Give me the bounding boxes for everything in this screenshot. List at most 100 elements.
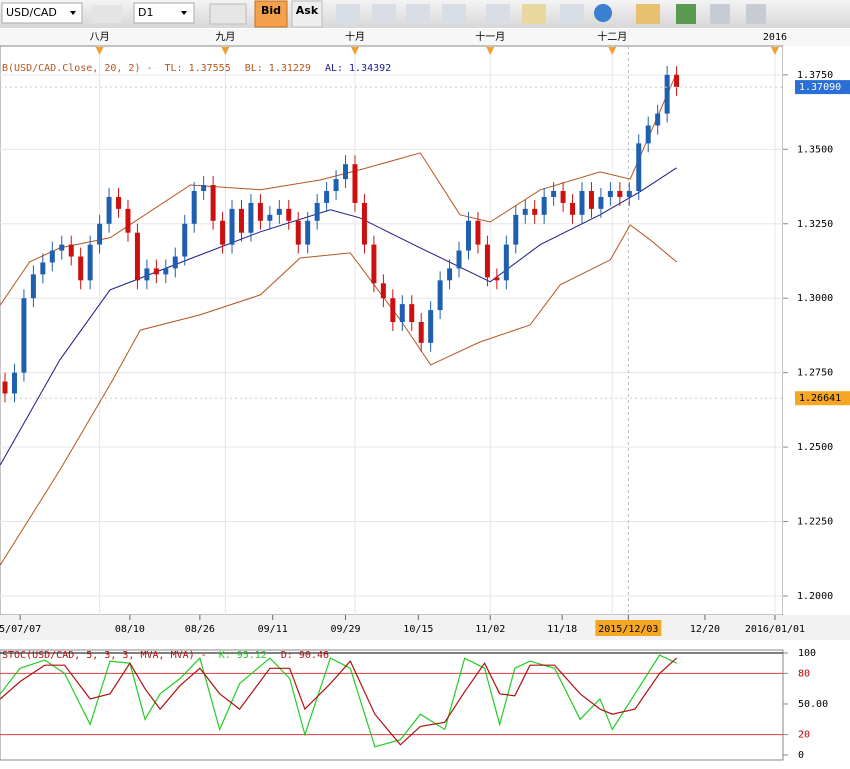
y-tick-label: 1.3750	[797, 70, 833, 81]
candle-body	[229, 208, 235, 245]
candle-body	[617, 191, 623, 197]
candle-body	[361, 202, 367, 245]
bid-button[interactable]	[254, 0, 288, 28]
candle-body	[636, 143, 642, 192]
price-tag	[795, 391, 850, 406]
candle-body	[116, 196, 122, 209]
candle-body	[437, 280, 443, 311]
month-label: 九月	[215, 31, 235, 43]
candle-body	[238, 208, 244, 233]
candle-body	[513, 214, 519, 245]
candle-body	[456, 250, 462, 269]
month-label: 2016	[763, 32, 787, 43]
legend-value: 1.37555	[189, 63, 231, 74]
month-label: 十月	[345, 30, 365, 43]
month-marker	[350, 47, 359, 55]
dropdown-arrow	[181, 11, 187, 15]
candle-body	[655, 113, 661, 126]
x-tick-label: 09/29	[330, 624, 360, 635]
candle-body	[106, 196, 112, 224]
ask-button[interactable]	[291, 0, 323, 28]
candle-body	[324, 191, 330, 203]
candle-body	[49, 250, 55, 263]
month-marker	[221, 47, 230, 55]
candle-body	[305, 220, 311, 245]
dropdown-arrow	[70, 11, 76, 15]
link-icon[interactable]	[92, 5, 122, 23]
legend-name: BL:	[245, 63, 263, 74]
month-marker	[770, 47, 779, 55]
candle-body	[494, 277, 500, 281]
candle-body	[97, 223, 103, 245]
candle-body	[21, 298, 27, 373]
candle-body	[674, 74, 680, 88]
candle-body	[598, 196, 604, 209]
candle-body	[399, 304, 405, 323]
x-tick-label: 2015/12/03	[598, 624, 658, 635]
candle-body	[626, 191, 632, 197]
globe-button[interactable]	[594, 4, 612, 22]
candle-body	[144, 268, 150, 281]
candle-body	[588, 191, 594, 209]
x-tick-label: 12/20	[690, 624, 720, 635]
legend-value: 95.12	[237, 650, 267, 661]
candle-body	[664, 74, 670, 114]
tool-button[interactable]	[336, 4, 360, 24]
x-tick-label: 2016/01/01	[745, 624, 805, 635]
candle-body	[257, 202, 263, 221]
tool-button[interactable]	[710, 4, 730, 24]
month-label: 八月	[90, 31, 110, 43]
tool-button[interactable]	[522, 4, 546, 24]
month-strip	[0, 29, 850, 46]
symbol-select[interactable]	[1, 2, 83, 24]
y-tick-label: 50.00	[798, 699, 828, 710]
candle-body	[607, 191, 613, 197]
x-tick-label: 5/07/07	[0, 624, 41, 635]
timeframe-select[interactable]	[133, 2, 195, 24]
x-tick-label: 08/26	[185, 624, 215, 635]
x-tick-label: 11/02	[475, 624, 505, 635]
y-tick-label: 1.3000	[797, 293, 833, 304]
legend-name: TL:	[165, 63, 183, 74]
legend-value: 1.31229	[269, 63, 311, 74]
y-tick-label: 100	[798, 648, 816, 659]
candle-body	[87, 244, 93, 281]
candle-body	[541, 196, 547, 215]
stoch-line	[0, 657, 678, 746]
legend-value: 1.34392	[349, 63, 391, 74]
candle-body	[220, 220, 226, 245]
y-tick-label: 20	[798, 730, 810, 741]
candle-body	[182, 223, 188, 257]
candle-body	[78, 256, 84, 281]
tool-button[interactable]	[746, 4, 766, 24]
price-plot	[0, 45, 784, 616]
tool-button[interactable]	[406, 4, 430, 24]
date-axis	[0, 615, 850, 640]
tool-button[interactable]	[560, 4, 584, 24]
candle-body	[475, 220, 481, 245]
timeframe: D1	[138, 6, 153, 19]
x-tick-label: 09/11	[258, 624, 288, 635]
month-marker	[486, 47, 495, 55]
tool-button[interactable]	[442, 4, 466, 24]
y-tick-label: 1.3250	[797, 219, 833, 230]
month-label: 十一月	[475, 30, 505, 43]
candle-body	[579, 191, 585, 215]
price-axis	[783, 46, 850, 615]
tool-button[interactable]	[372, 4, 396, 24]
y-tick-label: 0	[798, 750, 804, 761]
candle-body	[380, 283, 386, 299]
price-tag-label: 1.26641	[799, 393, 841, 404]
legend-name: D:	[281, 650, 293, 661]
candle-body	[465, 220, 471, 251]
legend-name: AL:	[325, 63, 343, 74]
tool-button[interactable]	[676, 4, 696, 24]
tool-button[interactable]	[486, 4, 510, 24]
y-tick-label: 1.2750	[797, 368, 833, 379]
toolbar: USD/CAD D1 Bid Ask	[0, 0, 850, 28]
tool-button[interactable]	[636, 4, 660, 24]
candle-body	[532, 208, 538, 215]
chart-type-button[interactable]	[209, 3, 247, 25]
